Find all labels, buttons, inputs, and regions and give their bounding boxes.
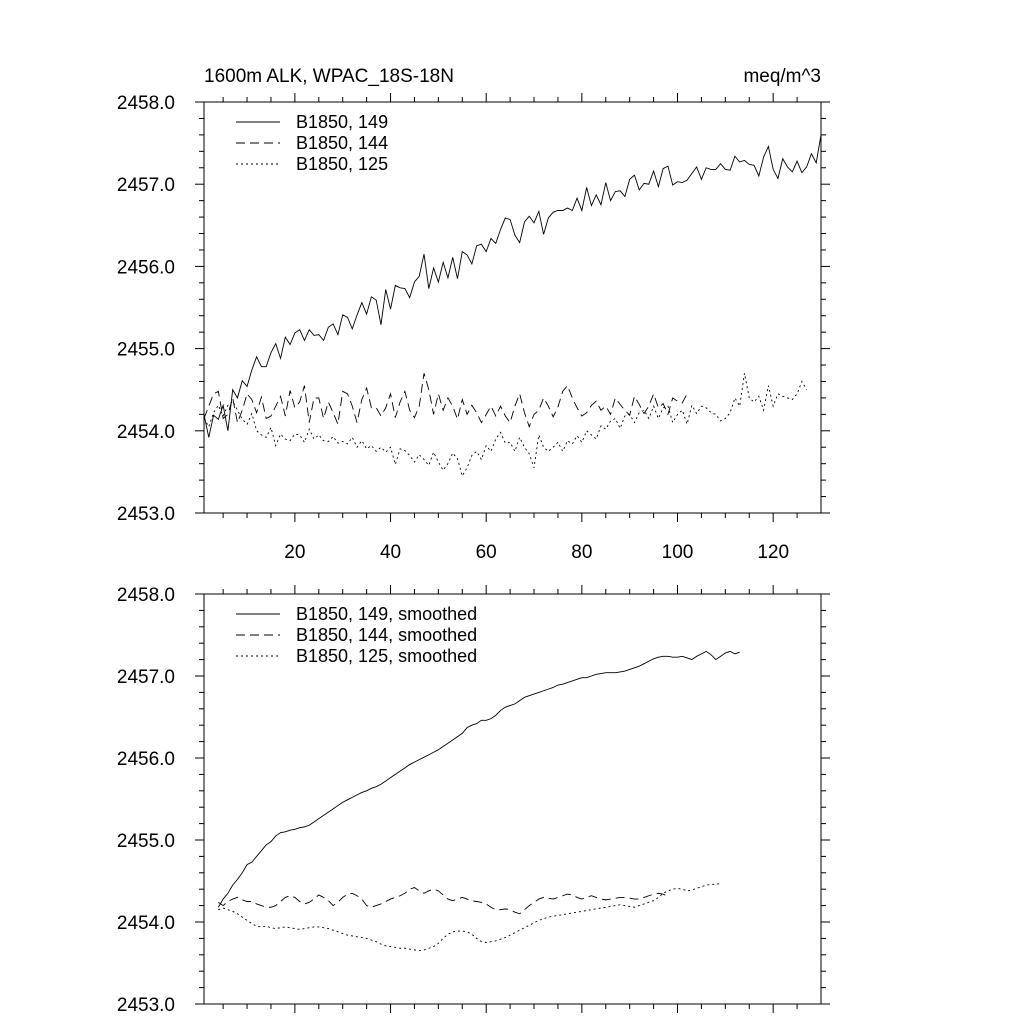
legend-label-2: B1850, 144 (296, 133, 388, 153)
y-tick-label: 2457.0 (117, 175, 175, 196)
legend-label-3: B1850, 125 (296, 154, 388, 174)
x-tick-label: 60 (476, 542, 497, 563)
series-line-1 (217, 650, 740, 908)
series-line-2 (203, 373, 688, 429)
series-line-3 (203, 373, 808, 478)
plot-frame (203, 593, 822, 1005)
x-tick-label: 80 (571, 542, 592, 563)
y-tick-label: 2458.0 (117, 93, 175, 114)
y-tick-label: 2456.0 (117, 749, 175, 770)
x-tick-label: 100 (662, 542, 694, 563)
bottom-panel: 2453.0 2454.0 2455.0 2456.0 2457.0 2458.0 B185… (117, 585, 830, 1016)
plot-frame (203, 101, 822, 514)
units-label: meq/m^3 (743, 66, 821, 87)
y-tick-label: 2454.0 (117, 422, 175, 443)
legend-label-1: B1850, 149 (296, 112, 388, 132)
y-tick-label: 2455.0 (117, 340, 175, 361)
x-tick-label: 40 (380, 542, 401, 563)
legend-label-1: B1850, 149, smoothed (296, 604, 477, 624)
series-line-3 (218, 883, 721, 952)
y-tick-label: 2455.0 (117, 831, 175, 852)
series-line-2 (218, 887, 669, 915)
chart-title: 1600m ALK, WPAC_18S-18N (204, 66, 454, 87)
y-tick-label: 2457.0 (117, 667, 175, 688)
top-panel: 2453.0 2454.0 2455.0 2456.0 2457.0 2458.0 20 40… (117, 93, 830, 563)
y-tick-label: 2458.0 (117, 585, 175, 606)
legend-label-3: B1850, 125, smoothed (296, 646, 477, 666)
y-tick-label: 2453.0 (117, 995, 175, 1016)
y-tick-label: 2454.0 (117, 913, 175, 934)
x-tick-label: 120 (757, 542, 789, 563)
series-line-1 (203, 134, 822, 438)
legend-label-2: B1850, 144, smoothed (296, 625, 477, 645)
y-tick-label: 2456.0 (117, 257, 175, 278)
y-tick-label: 2453.0 (117, 504, 175, 525)
x-tick-label: 20 (284, 542, 305, 563)
